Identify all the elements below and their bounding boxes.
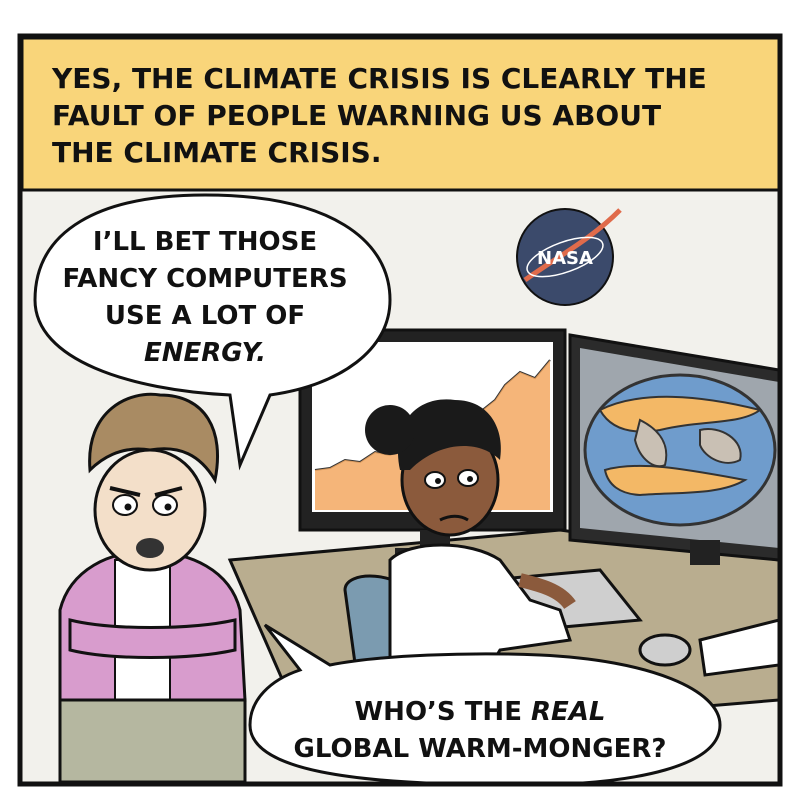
caption-line-1: YES, THE CLIMATE CRISIS IS CLEARLY THE xyxy=(51,62,707,95)
speech-bubble-top: I’LL BET THOSE FANCY COMPUTERS USE A LOT… xyxy=(33,193,392,471)
bubble-top-line-1: I’LL BET THOSE xyxy=(93,227,317,257)
woman-character xyxy=(58,392,247,784)
bubble-bottom-line-1-emph: REAL xyxy=(531,697,605,727)
bubble-top-line-2: FANCY COMPUTERS xyxy=(62,264,347,294)
panel-border xyxy=(17,33,783,787)
right-monitor xyxy=(568,333,781,565)
caption-box: YES, THE CLIMATE CRISIS IS CLEARLY THE F… xyxy=(20,36,781,192)
speech-bubble-bottom: WHO’S THE REAL GLOBAL WARM-MONGER? xyxy=(248,623,722,787)
nasa-logo-icon: NASA xyxy=(516,208,622,306)
mouse xyxy=(638,633,692,667)
caption-line-3: THE CLIMATE CRISIS. xyxy=(52,136,381,169)
bubble-bottom-line-1: WHO’S THE REAL xyxy=(355,697,606,727)
bubble-bottom-line-1-plain: WHO’S THE xyxy=(355,697,532,727)
bubble-bottom-line-2: GLOBAL WARM-MONGER? xyxy=(294,734,667,764)
nasa-logo-text: NASA xyxy=(537,248,593,269)
caption-line-2: FAULT OF PEOPLE WARNING US ABOUT xyxy=(52,99,661,132)
bubble-top-line-3: USE A LOT OF xyxy=(105,301,305,331)
bubble-top-line-4: ENERGY. xyxy=(144,338,266,368)
